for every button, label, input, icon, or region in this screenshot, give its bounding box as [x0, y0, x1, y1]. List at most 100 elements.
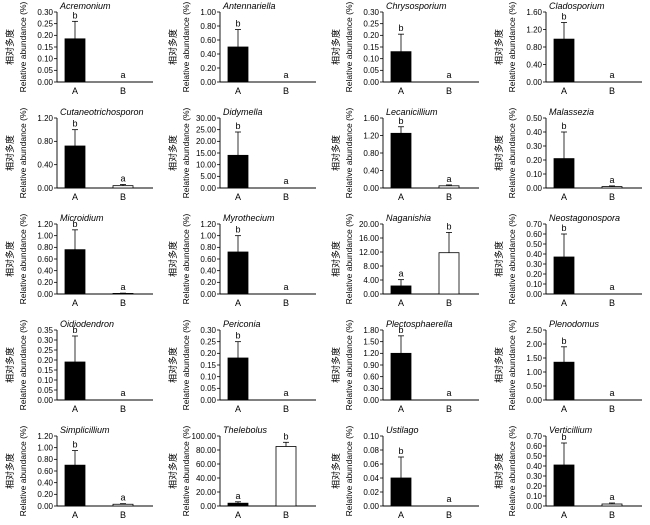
y-tick-label: 0.05 [37, 66, 53, 75]
y-axis-label-cn: 相对多度 [167, 241, 179, 277]
x-tick-label: B [283, 510, 289, 520]
y-tick-label: 25.00 [196, 125, 217, 134]
bar [390, 285, 412, 295]
y-tick-label: 0.20 [526, 270, 542, 279]
y-tick-label: 0.00 [526, 184, 542, 193]
y-tick-label: 1.20 [363, 131, 379, 140]
y-tick-label: 0.10 [363, 54, 379, 63]
x-tick-label: B [120, 192, 126, 202]
y-axis-label-cn: 相对多度 [493, 29, 505, 65]
bar [227, 46, 249, 83]
chart-panel: Simplicillium 相对多度 Relative abundance (%) 0… [4, 425, 153, 520]
y-tick-label: 0.50 [526, 452, 542, 461]
y-tick-label: 0.20 [200, 278, 216, 287]
y-tick-label: 0.30 [37, 8, 53, 17]
x-tick-label: B [120, 86, 126, 96]
x-tick-label: B [446, 510, 452, 520]
significance-label: b [398, 446, 403, 456]
y-tick-label: 0.00 [526, 290, 542, 299]
y-axis-label: Relative abundance (%) [181, 107, 191, 198]
y-tick-label: 0.50 [526, 382, 542, 391]
bar [601, 503, 623, 507]
y-tick-label: 0.30 [526, 472, 542, 481]
significance-label: b [235, 331, 240, 341]
y-tick-label: 0.80 [200, 243, 216, 252]
y-tick-label: 0.06 [363, 460, 379, 469]
y-tick-label: 1.00 [37, 443, 53, 452]
y-tick-label: 0.30 [526, 260, 542, 269]
y-tick-label: 0.04 [363, 474, 379, 483]
y-tick-label: 0.20 [200, 349, 216, 358]
significance-label: b [561, 12, 566, 22]
chart-title: Didymella [223, 107, 263, 117]
y-tick-label: 1.00 [200, 8, 216, 17]
y-tick-label: 0.00 [37, 396, 53, 405]
x-tick-label: B [446, 192, 452, 202]
x-tick-label: B [283, 86, 289, 96]
y-axis-label-cn: 相对多度 [4, 241, 16, 277]
bar [553, 38, 575, 83]
y-tick-label: 0.10 [526, 280, 542, 289]
y-tick-label: 0.80 [37, 455, 53, 464]
significance-label: a [609, 70, 614, 80]
y-tick-label: 1.20 [37, 220, 53, 229]
y-tick-label: 0.00 [200, 396, 216, 405]
bar [64, 464, 86, 507]
y-axis-label-cn: 相对多度 [167, 453, 179, 489]
y-axis-label-cn: 相对多度 [493, 241, 505, 277]
x-tick-label: A [72, 510, 78, 520]
y-tick-label: 0.60 [526, 230, 542, 239]
y-tick-label: 0.10 [526, 170, 542, 179]
significance-label: b [398, 325, 403, 335]
y-tick-label: 0.00 [526, 396, 542, 405]
y-tick-label: 0.40 [363, 166, 379, 175]
y-tick-label: 0.25 [363, 19, 379, 28]
y-tick-label: 4.00 [363, 276, 379, 285]
chart-panel: Neostagonospora 相对多度 Relative abundance (%… [493, 213, 642, 308]
y-tick-label: 0.15 [363, 43, 379, 52]
y-axis-label: Relative abundance (%) [507, 107, 517, 198]
y-axis-label: Relative abundance (%) [507, 319, 517, 410]
y-axis-label-cn: 相对多度 [330, 453, 342, 489]
y-tick-label: 0.10 [526, 492, 542, 501]
y-tick-label: 0.00 [37, 184, 53, 193]
y-tick-label: 0.30 [200, 326, 216, 335]
y-axis-label-cn: 相对多度 [330, 241, 342, 277]
bar [390, 477, 412, 507]
y-tick-label: 0.08 [363, 446, 379, 455]
chart-panel: Cutaneotrichosporon 相对多度 Relative abundanc… [4, 107, 153, 202]
chart-panel: Naganishia 相对多度 Relative abundance (%) 0.00… [330, 213, 479, 308]
y-tick-label: 0.30 [526, 142, 542, 151]
chart-title: Acremonium [59, 1, 111, 11]
y-axis-label-cn: 相对多度 [167, 29, 179, 65]
significance-label: a [446, 174, 451, 184]
chart-title: Verticillium [549, 425, 593, 435]
y-tick-label: 0.40 [526, 128, 542, 137]
y-tick-label: 0.90 [363, 361, 379, 370]
bar [112, 503, 134, 507]
x-tick-label: A [72, 86, 78, 96]
y-tick-label: 0.00 [37, 290, 53, 299]
x-tick-label: A [72, 192, 78, 202]
y-tick-label: 0.00 [363, 290, 379, 299]
significance-label: a [446, 494, 451, 504]
y-tick-label: 0.80 [363, 149, 379, 158]
significance-label: b [283, 431, 288, 441]
y-tick-label: 15.00 [196, 149, 217, 158]
y-tick-label: 1.20 [363, 349, 379, 358]
y-tick-label: 20.00 [196, 488, 217, 497]
chart-panel: Thelebolus 相对多度 Relative abundance (%) 0.00… [167, 425, 316, 520]
y-tick-label: 0.40 [526, 250, 542, 259]
y-axis-label: Relative abundance (%) [181, 319, 191, 410]
x-tick-label: A [72, 404, 78, 414]
x-tick-label: B [446, 298, 452, 308]
x-tick-label: A [72, 298, 78, 308]
y-axis-label: Relative abundance (%) [181, 213, 191, 304]
significance-label: b [561, 121, 566, 131]
x-tick-label: A [235, 86, 241, 96]
y-tick-label: 0.20 [37, 490, 53, 499]
significance-label: b [72, 219, 77, 229]
x-tick-label: B [609, 192, 615, 202]
x-tick-label: A [235, 404, 241, 414]
chart-title: Antennariella [222, 1, 276, 11]
